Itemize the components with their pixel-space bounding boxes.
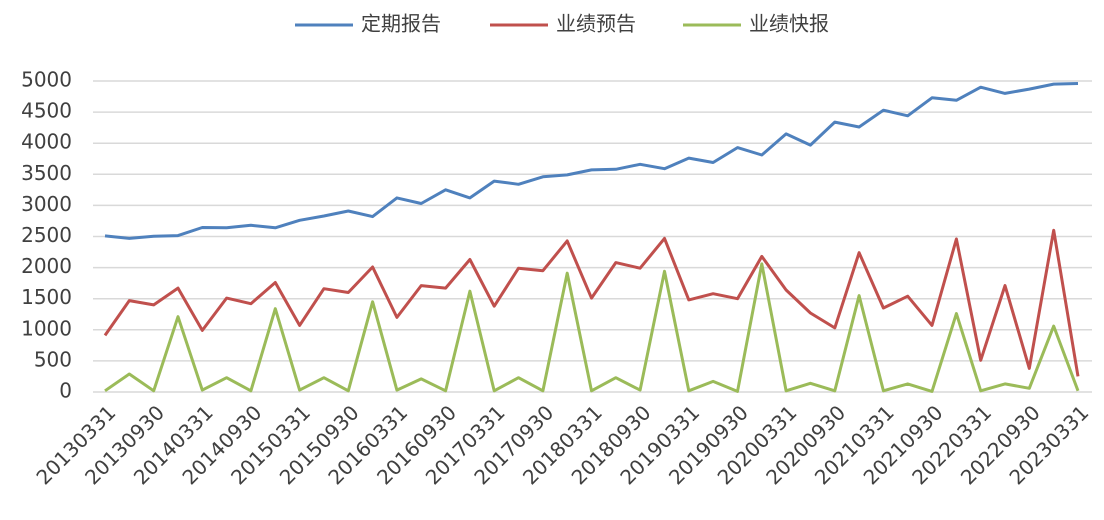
y-tick-label: 3000 xyxy=(21,192,72,216)
y-tick-label: 0 xyxy=(59,379,72,403)
y-tick-label: 2000 xyxy=(21,254,72,278)
y-tick-label: 3500 xyxy=(21,161,72,185)
y-tick-label: 2500 xyxy=(21,223,72,247)
series-line xyxy=(103,228,1080,377)
y-tick-label: 4500 xyxy=(21,99,72,123)
y-tick-label: 1500 xyxy=(21,285,72,309)
y-tick-label: 500 xyxy=(34,347,72,371)
y-tick-label: 4000 xyxy=(21,130,72,154)
legend-label: 业绩快报 xyxy=(749,12,829,36)
legend-label: 业绩预告 xyxy=(556,12,636,36)
y-tick-label: 5000 xyxy=(21,68,72,92)
legend-label: 定期报告 xyxy=(361,12,441,36)
series-line xyxy=(104,262,1080,393)
series-line xyxy=(104,82,1079,240)
y-tick-label: 1000 xyxy=(21,316,72,340)
